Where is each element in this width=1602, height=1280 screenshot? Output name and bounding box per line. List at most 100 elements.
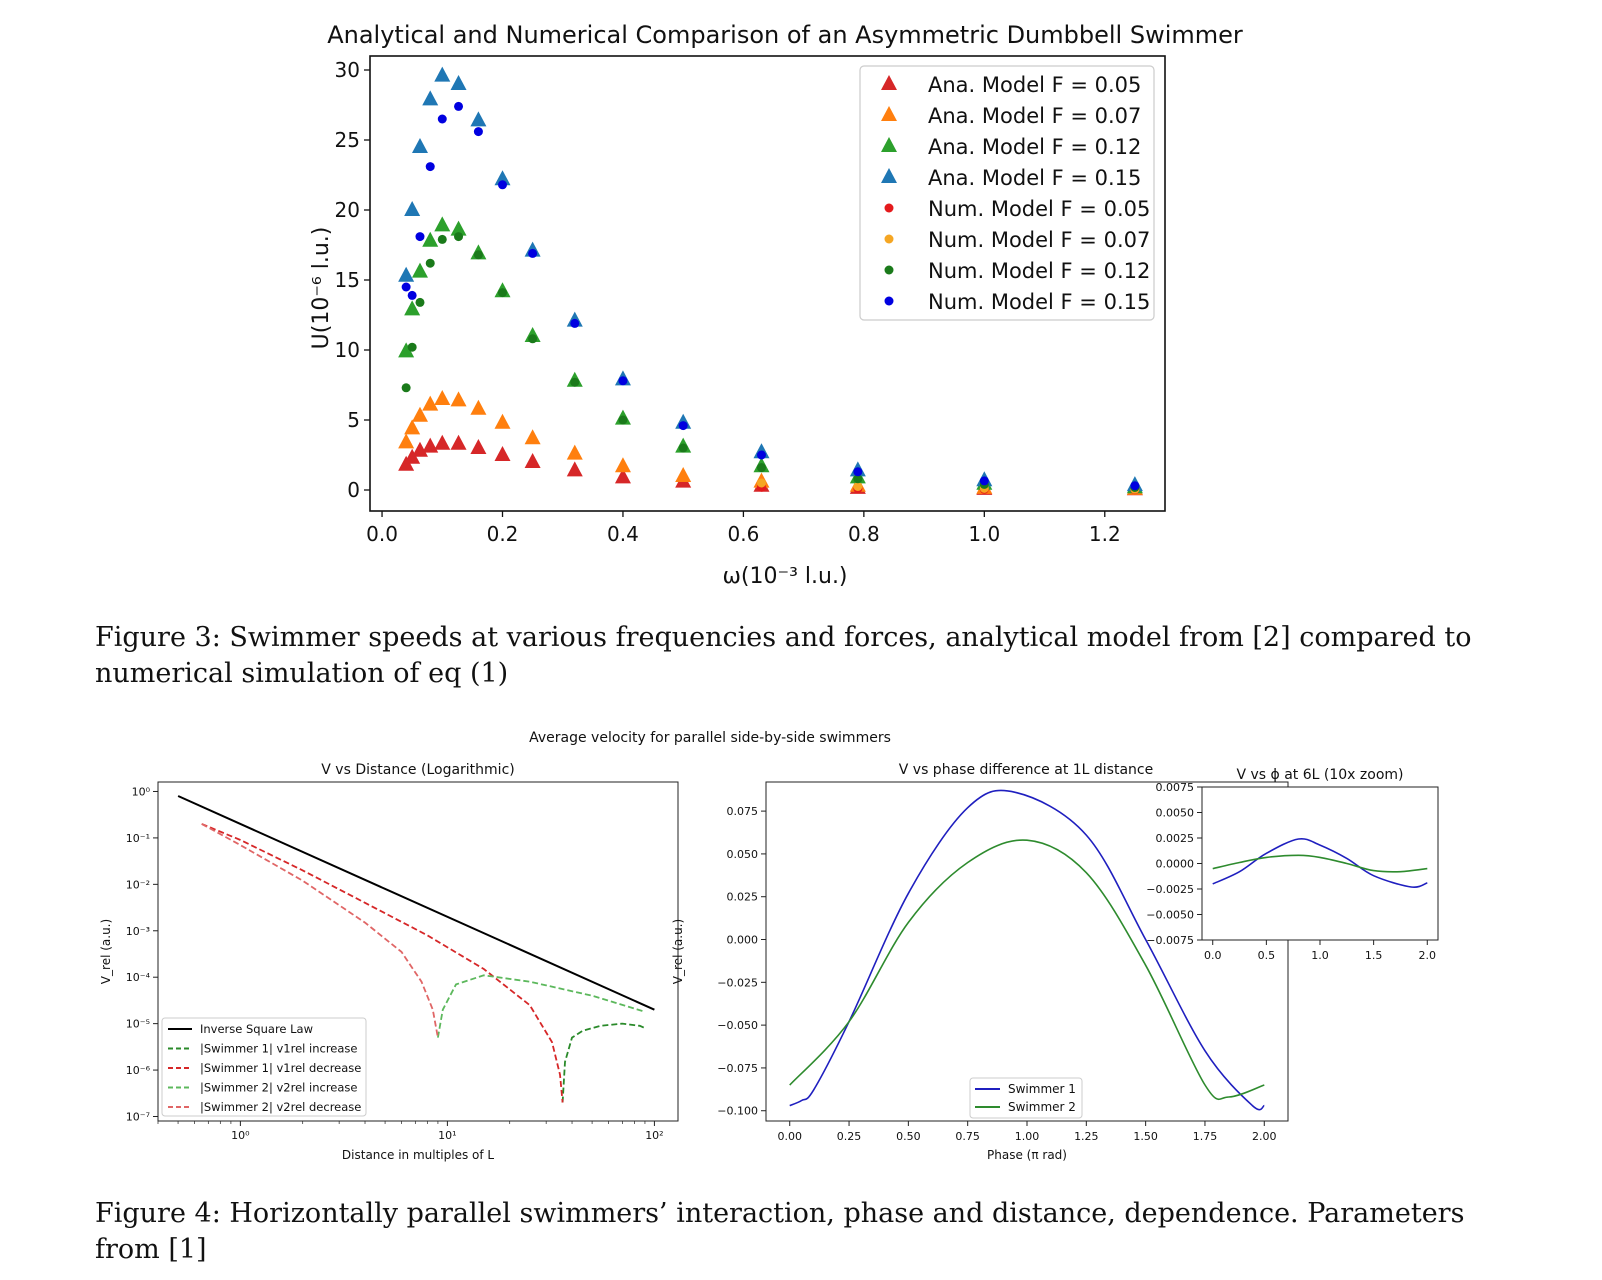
ana-model-point xyxy=(524,453,541,468)
x-axis-label: Phase (π rad) xyxy=(987,1148,1067,1162)
chart-title: Analytical and Numerical Comparison of a… xyxy=(327,21,1243,49)
y-tick-label: 0.0000 xyxy=(1156,858,1195,871)
ana-model-point xyxy=(398,266,415,282)
num-model-point xyxy=(678,443,688,453)
ana-model-point xyxy=(434,216,451,232)
ana-model-point xyxy=(450,75,467,90)
ana-model-point xyxy=(422,231,439,247)
legend-label: Swimmer 1 xyxy=(1008,1082,1076,1096)
ana-model-point xyxy=(566,461,583,477)
ana-model-point xyxy=(398,342,415,358)
x-tick-label: 1.50 xyxy=(1133,1130,1158,1143)
legend-marker-triangle xyxy=(881,75,897,90)
num-model-point xyxy=(401,383,411,393)
num-model-point xyxy=(415,232,425,242)
legend-label: Num. Model F = 0.12 xyxy=(928,259,1150,283)
ana-model-point xyxy=(422,437,439,453)
series-line xyxy=(1212,854,1428,873)
y-tick-label: −0.050 xyxy=(717,1019,758,1032)
series-line xyxy=(177,795,655,1011)
ana-model-point xyxy=(524,429,541,445)
y-tick-label: 10⁻² xyxy=(126,878,150,891)
legend-label: Ana. Model F = 0.07 xyxy=(928,104,1141,128)
legend-marker-triangle xyxy=(881,168,897,183)
num-model-point xyxy=(425,162,435,172)
plot-frame xyxy=(369,55,1166,512)
ana-model-point xyxy=(411,262,428,278)
y-tick-label: 10⁻⁷ xyxy=(126,1111,150,1124)
x-tick-label: 1.00 xyxy=(1015,1130,1040,1143)
series-line xyxy=(201,823,564,1103)
y-tick-label: −0.0050 xyxy=(1146,909,1194,922)
legend-marker-triangle xyxy=(881,106,897,121)
legend-marker-circle xyxy=(884,203,894,213)
num-model-point xyxy=(570,318,580,328)
y-tick-label: 20 xyxy=(335,198,360,222)
subplot-title: V vs ϕ at 6L (10x zoom) xyxy=(1236,767,1403,783)
x-tick-label: 0.00 xyxy=(777,1130,802,1143)
ana-model-point xyxy=(450,434,467,450)
legend-marker-circle xyxy=(884,296,894,306)
x-tick-label: 0.50 xyxy=(896,1130,921,1143)
y-tick-label: 10⁻⁴ xyxy=(126,971,151,984)
ana-model-point xyxy=(494,446,511,461)
legend-label: Swimmer 2 xyxy=(1008,1100,1076,1114)
figure-suptitle: Average velocity for parallel side-by-si… xyxy=(529,730,891,746)
legend-label: Num. Model F = 0.07 xyxy=(928,228,1150,252)
num-model-point xyxy=(570,377,580,387)
num-model-point xyxy=(618,415,628,425)
num-model-point xyxy=(454,232,464,242)
ana-model-point xyxy=(566,444,583,460)
legend: Ana. Model F = 0.05 Ana. Model F = 0.07 An… xyxy=(859,65,1155,321)
ana-model-point xyxy=(404,448,421,464)
legend-label: Ana. Model F = 0.12 xyxy=(928,135,1141,159)
subplot-title: V vs phase difference at 1L distance xyxy=(899,762,1153,778)
legend-label: |Swimmer 1| v1rel decrease xyxy=(200,1061,361,1075)
y-tick-label: 10⁻⁵ xyxy=(126,1018,150,1031)
x-tick-label: 2.00 xyxy=(1252,1130,1277,1143)
num-model-point xyxy=(756,463,766,473)
num-model-point xyxy=(437,234,447,244)
y-tick-label: 30 xyxy=(335,58,360,82)
series-line xyxy=(1212,837,1428,888)
ana-model-point xyxy=(614,468,631,484)
y-axis-label: V_rel (a.u.) xyxy=(671,919,685,984)
y-tick-label: 0.0075 xyxy=(1156,781,1195,794)
x-tick-label: 0.0 xyxy=(1204,949,1222,962)
num-model-point xyxy=(407,290,417,300)
ana-model-point xyxy=(494,170,511,186)
y-tick-label: 5 xyxy=(347,408,360,432)
x-tick-label: 0.0 xyxy=(366,522,398,546)
ana-model-point xyxy=(450,391,467,407)
num-model-point xyxy=(425,258,435,268)
ana-model-point xyxy=(422,395,439,411)
series-line xyxy=(201,823,439,1038)
ana-model-point xyxy=(494,413,511,429)
x-tick-label: 0.25 xyxy=(837,1130,862,1143)
legend-label: Ana. Model F = 0.05 xyxy=(928,73,1141,97)
x-tick-label: 0.8 xyxy=(848,522,880,546)
y-tick-label: −0.0025 xyxy=(1146,883,1194,896)
x-tick-label: 10¹ xyxy=(438,1129,456,1142)
y-tick-label: 0.075 xyxy=(727,805,759,818)
x-tick-label: 10² xyxy=(645,1129,663,1142)
num-model-point xyxy=(853,467,863,477)
y-axis-label: U(10⁻⁶ l.u.) xyxy=(309,227,334,350)
x-tick-label: 1.25 xyxy=(1074,1130,1099,1143)
num-model-point xyxy=(473,127,483,137)
x-tick-label: 0.2 xyxy=(487,522,519,546)
ana-model-point xyxy=(470,111,487,127)
ana-model-point xyxy=(434,434,451,450)
y-tick-label: 10⁻¹ xyxy=(126,832,150,845)
num-model-point xyxy=(437,114,447,124)
ana-model-point xyxy=(470,439,487,454)
y-tick-label: −0.075 xyxy=(717,1062,758,1075)
x-tick-label: 2.0 xyxy=(1419,949,1437,962)
series-line xyxy=(789,789,1265,1111)
num-model-point xyxy=(407,342,417,352)
x-axis-label: Distance in multiples of L xyxy=(342,1148,494,1162)
x-tick-label: 10⁰ xyxy=(231,1129,250,1142)
y-tick-label: −0.0075 xyxy=(1146,934,1194,947)
y-tick-label: 0.0025 xyxy=(1156,832,1195,845)
figure-4-chart: Average velocity for parallel side-by-si… xyxy=(99,730,1439,1162)
